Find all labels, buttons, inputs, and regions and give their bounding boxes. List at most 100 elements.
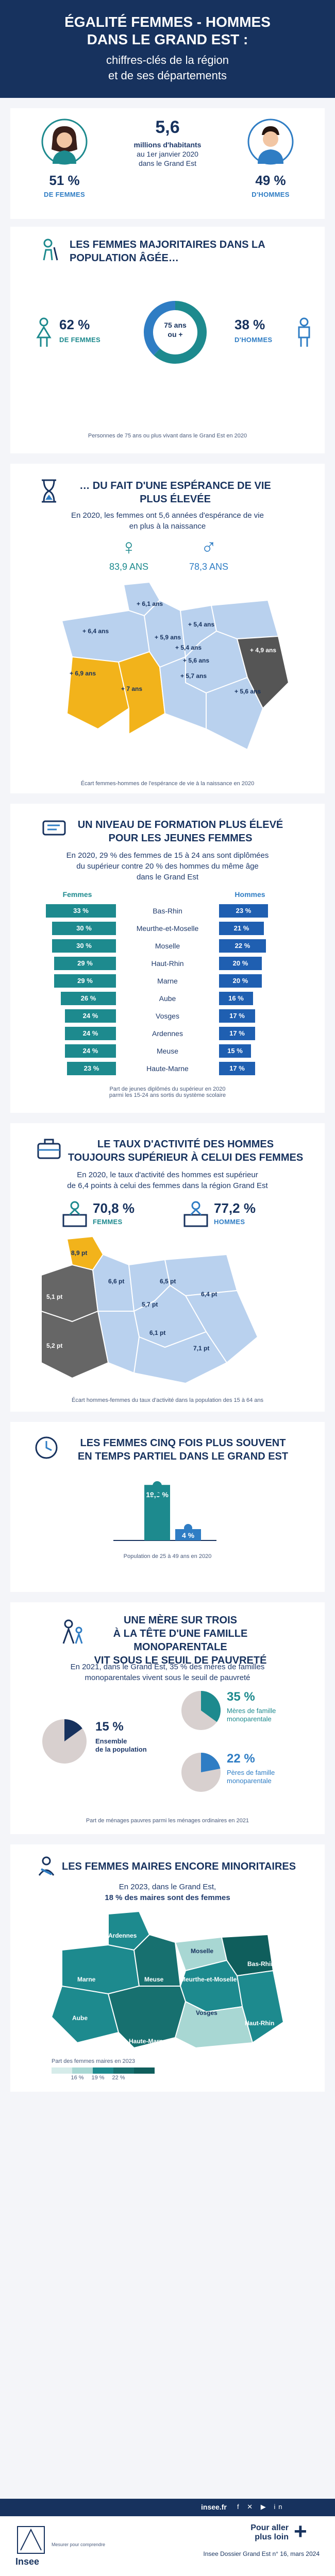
women-pct: 51 %	[49, 173, 80, 188]
map-label: + 6,1 ans	[137, 600, 163, 607]
mayors-card: LES FEMMES MAIRES ENCORE MINORITAIRES En…	[10, 1844, 325, 2092]
mayors-text: En 2023, dans le Grand Est, 18 % des mai…	[21, 1882, 314, 1903]
plus-icon[interactable]: +	[294, 2519, 307, 2544]
single-text: En 2021, dans le Grand Est, 35 % des mèr…	[21, 1662, 314, 1683]
social-icons[interactable]: f ✕ ▶ in	[237, 2503, 286, 2511]
footer-site-link[interactable]: insee.fr	[201, 2503, 227, 2511]
activity-map	[31, 1234, 304, 1391]
elderly-icon	[39, 237, 64, 265]
single-mothers-label: Mères de famille monoparentale	[227, 1707, 314, 1723]
life-map	[31, 580, 304, 778]
activity-men-pct: 77,2 %	[214, 1200, 256, 1216]
male-symbol-icon: ♂	[200, 535, 217, 559]
aging-card: LES FEMMES MAJORITAIRES DANS LA POPULATI…	[10, 227, 325, 453]
map-label: 6,5 pt	[160, 1278, 176, 1285]
legend-swatch-3	[93, 2067, 113, 2074]
parttime-card: LES FEMMES CINQ FOIS PLUS SOUVENT EN TEM…	[10, 1422, 325, 1592]
education-men-bar: 17 %	[219, 1009, 255, 1023]
pie-all-slice	[64, 1719, 82, 1741]
map-label: Meuse	[144, 1976, 164, 1983]
education-text-line3: dans le Grand Est	[136, 873, 199, 882]
life-text-line1: En 2020, les femmes ont 5,6 années d'esp…	[71, 511, 264, 520]
education-row: 29 % Marne 20 %	[10, 974, 325, 988]
education-department-name: Bas-Rhin	[153, 907, 182, 915]
aging-women-label: DE FEMMES	[59, 336, 100, 344]
single-fathers-label-line2: monoparentale	[227, 1777, 272, 1785]
map-label: Vosges	[196, 2009, 217, 2016]
map-label: 6,1 pt	[149, 1329, 166, 1336]
footer: insee.fr f ✕ ▶ in Insee Mesurer pour com…	[0, 2499, 335, 2576]
single-text-line2: monoparentales vivent sous le seuil de p…	[85, 1673, 250, 1682]
hero-title: ÉGALITÉ FEMMES - HOMMES DANS LE GRAND ES…	[10, 13, 325, 48]
map-label: Aube	[72, 2014, 88, 2022]
education-men-bar: 21 %	[219, 922, 264, 935]
education-women-bar: 24 %	[65, 1009, 116, 1023]
aging-title-line2: POPULATION ÂGÉE…	[70, 252, 179, 264]
education-department-name: Meuse	[156, 1047, 179, 1055]
activity-note: Écart hommes-femmes du taux d'activité d…	[71, 1397, 264, 1403]
education-row: 30 % Moselle 22 %	[10, 939, 325, 953]
education-women-bar: 24 %	[65, 1044, 116, 1058]
single-title: UNE MÈRE SUR TROIS À LA TÊTE D'UNE FAMIL…	[77, 1614, 283, 1667]
education-women-header: Femmes	[62, 890, 92, 899]
life-card: … DU FAIT D'UNE ESPÉRANCE DE VIE PLUS ÉL…	[10, 464, 325, 793]
single-title-line1: UNE MÈRE SUR TROIS	[123, 1615, 238, 1626]
aging-donut-center: 75 ans ou +	[142, 320, 209, 339]
briefcase-icon	[36, 1138, 62, 1163]
female-symbol-icon: ♀	[121, 535, 137, 559]
education-card: UN NIVEAU DE FORMATION PLUS ÉLEVÉ POUR L…	[10, 804, 325, 1113]
activity-text: En 2020, le taux d'activité des hommes e…	[21, 1170, 314, 1191]
education-department-name: Aube	[159, 994, 176, 1003]
single-all-label-line1: Ensemble	[95, 1737, 127, 1745]
education-note: Part de jeunes diplômés du supérieur en …	[10, 1086, 325, 1098]
education-department-name: Vosges	[156, 1012, 179, 1020]
education-row: 26 % Aube 16 %	[10, 992, 325, 1005]
single-title-line2: À LA TÊTE D'UNE FAMILLE MONOPARENTALE	[113, 1628, 248, 1653]
population-total: 5,6	[155, 117, 180, 137]
aging-title: LES FEMMES MAJORITAIRES DANS LA POPULATI…	[70, 238, 296, 265]
education-men-bar: 17 %	[219, 1062, 255, 1075]
legend-swatch-1	[52, 2067, 72, 2074]
women-label: DE FEMMES	[44, 191, 85, 198]
map-label: Meurthe-et-Moselle	[180, 1976, 237, 1983]
aging-donut	[142, 299, 209, 368]
activity-women-label: FEMMES	[93, 1218, 123, 1226]
man-figure-icon	[294, 317, 314, 350]
hero-subtitle: chiffres-clés de la région et de ses dép…	[10, 53, 325, 83]
education-men-bar: 23 %	[219, 904, 268, 918]
map-label: 7,1 pt	[193, 1345, 210, 1352]
education-note-line1: Part de jeunes diplômés du supérieur en …	[109, 1086, 226, 1092]
family-icon	[59, 1618, 88, 1649]
population-caption-line3: dans le Grand Est	[138, 159, 197, 167]
map-label: 5,1 pt	[46, 1293, 63, 1300]
donut-center-line1: 75 ans	[164, 321, 187, 329]
activity-card: LE TAUX D'ACTIVITÉ DES HOMMES TOUJOURS S…	[10, 1123, 325, 1412]
map-label: + 5,4 ans	[188, 621, 215, 628]
map-label: Haute-Marne	[129, 2038, 166, 2045]
aging-men-pct: 38 %	[234, 317, 265, 332]
parttime-men-bar	[175, 1529, 201, 1540]
education-women-bar: 26 %	[61, 992, 116, 1005]
footer-reference: Insee Dossier Grand Est n° 16, mars 2024	[203, 2550, 320, 2557]
fathers-pie	[180, 1752, 222, 1795]
more-info-line2: plus loin	[255, 2533, 289, 2541]
education-title: UN NIVEAU DE FORMATION PLUS ÉLEVÉ POUR L…	[72, 818, 289, 845]
education-title-line2: POUR LES JEUNES FEMMES	[108, 833, 253, 844]
footer-band: insee.fr f ✕ ▶ in	[0, 2499, 335, 2516]
map-label: + 4,9 ans	[250, 647, 277, 654]
map-label: + 6,4 ans	[82, 628, 109, 635]
education-title-line1: UN NIVEAU DE FORMATION PLUS ÉLEVÉ	[77, 819, 283, 831]
more-info-link[interactable]: Pour aller plus loin	[232, 2523, 289, 2542]
aging-women-pct: 62 %	[59, 317, 90, 332]
insee-logo[interactable]	[15, 2524, 46, 2558]
education-men-bar: 17 %	[219, 1027, 255, 1040]
legend-swatch-4	[113, 2067, 134, 2074]
education-row: 24 % Ardennes 17 %	[10, 1027, 325, 1040]
education-department-name: Haute-Marne	[146, 1064, 189, 1073]
hero-subtitle-line2: et de ses départements	[108, 69, 227, 82]
more-info-line1: Pour aller	[250, 2523, 289, 2532]
education-women-bar: 29 %	[54, 974, 116, 988]
education-bar-chart: 33 % Bas-Rhin 23 % 30 % Meurthe-et-Moselle 21…	[10, 904, 325, 1079]
legend-swatch-5	[134, 2067, 155, 2074]
